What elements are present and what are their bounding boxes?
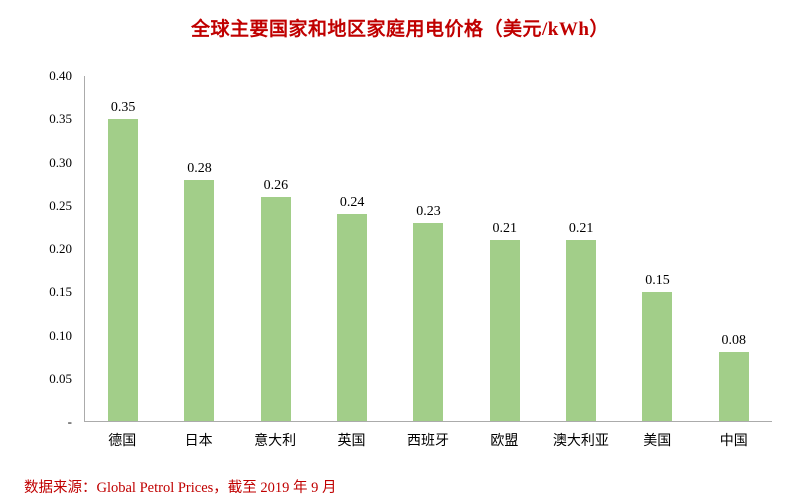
category-label: 澳大利亚 [552, 434, 609, 449]
x-axis-labels: 德国 日本 意大利 英国 西班牙 欧盟 澳大利亚 美国 中国 [84, 430, 772, 450]
category-label: 西班牙 [406, 434, 449, 449]
chart-title: 全球主要国家和地区家庭用电价格（美元/kWh） [191, 19, 609, 40]
category-label: 德国 [108, 434, 137, 449]
bar-value-label: 0.24 [339, 195, 365, 210]
y-tick-label: 0.05 [49, 370, 72, 386]
category-label: 英国 [337, 434, 366, 449]
bar-column: 0.21 [467, 76, 543, 421]
bar [337, 214, 368, 421]
category-label: 中国 [719, 434, 748, 449]
category-label: 欧盟 [490, 434, 519, 449]
bar-column: 0.28 [161, 76, 237, 421]
y-axis: 0.40 0.35 0.30 0.25 0.20 0.15 0.10 0.05 - [28, 68, 72, 429]
category-label: 日本 [184, 434, 213, 449]
bar [184, 179, 215, 421]
bar-value-label: 0.28 [187, 160, 212, 176]
bar [260, 196, 291, 421]
bar-column: 0.35 [85, 76, 161, 421]
bar [489, 239, 520, 421]
category-label: 意大利 [254, 434, 297, 449]
y-tick-label: 0.15 [49, 284, 72, 300]
bar-value-label: 0.15 [645, 272, 670, 288]
bar-column: 0.21 [543, 76, 619, 421]
bar [566, 239, 597, 421]
y-tick-label: 0.20 [49, 241, 72, 256]
bar-value-label: 0.23 [416, 203, 441, 219]
bar-value-label: 0.21 [568, 220, 594, 236]
y-tick-label: 0.40 [49, 68, 72, 83]
bar-value-label: 0.21 [492, 220, 518, 236]
bar [413, 222, 444, 421]
category-label: 美国 [643, 434, 672, 449]
bar-value-label: 0.35 [110, 100, 136, 116]
bar-value-label: 0.08 [721, 333, 747, 348]
bar-value-label: 0.26 [263, 177, 289, 193]
bar-column: 0.08 [696, 76, 772, 421]
y-tick-label: 0.10 [49, 327, 72, 343]
y-tick-label: 0.35 [49, 111, 72, 127]
bar-column: 0.15 [619, 76, 695, 421]
bar-column: 0.23 [390, 76, 466, 421]
bar [642, 291, 673, 421]
source-note: 数据来源：Global Petrol Prices，截至 2019 年 9 月 [24, 480, 337, 496]
bar-column: 0.26 [238, 76, 314, 421]
bar-column: 0.24 [314, 76, 390, 421]
plot-area: 0.35 0.28 0.26 0.24 0.23 0.21 0.21 0.15 0.08 [84, 76, 772, 422]
bar [108, 119, 139, 421]
bar [718, 352, 749, 421]
y-tick-label: 0.30 [49, 154, 72, 170]
y-tick-label: - [67, 414, 72, 429]
y-tick-label: 0.25 [49, 197, 72, 213]
